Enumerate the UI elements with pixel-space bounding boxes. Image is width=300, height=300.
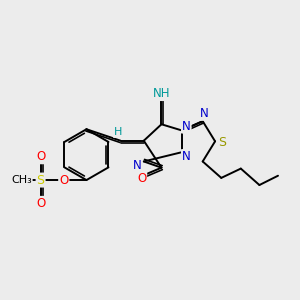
Text: H: H xyxy=(114,127,122,137)
Text: O: O xyxy=(137,172,146,185)
Text: S: S xyxy=(218,136,226,149)
Text: N: N xyxy=(182,120,190,133)
Text: O: O xyxy=(36,197,45,210)
Text: O: O xyxy=(59,174,68,187)
Text: O: O xyxy=(36,150,45,163)
Text: N: N xyxy=(200,107,208,120)
Text: N: N xyxy=(133,159,141,172)
Text: N: N xyxy=(182,150,190,163)
Text: NH: NH xyxy=(153,87,170,100)
Text: S: S xyxy=(37,174,45,187)
Text: CH₃: CH₃ xyxy=(11,175,32,185)
